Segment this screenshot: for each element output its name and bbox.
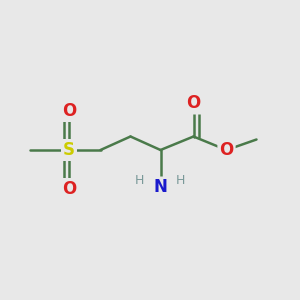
Text: O: O	[186, 94, 201, 112]
Text: H: H	[175, 173, 185, 187]
Text: O: O	[62, 102, 76, 120]
Text: O: O	[62, 180, 76, 198]
Text: S: S	[63, 141, 75, 159]
Text: H: H	[135, 173, 144, 187]
Text: O: O	[219, 141, 234, 159]
Text: N: N	[154, 178, 167, 196]
